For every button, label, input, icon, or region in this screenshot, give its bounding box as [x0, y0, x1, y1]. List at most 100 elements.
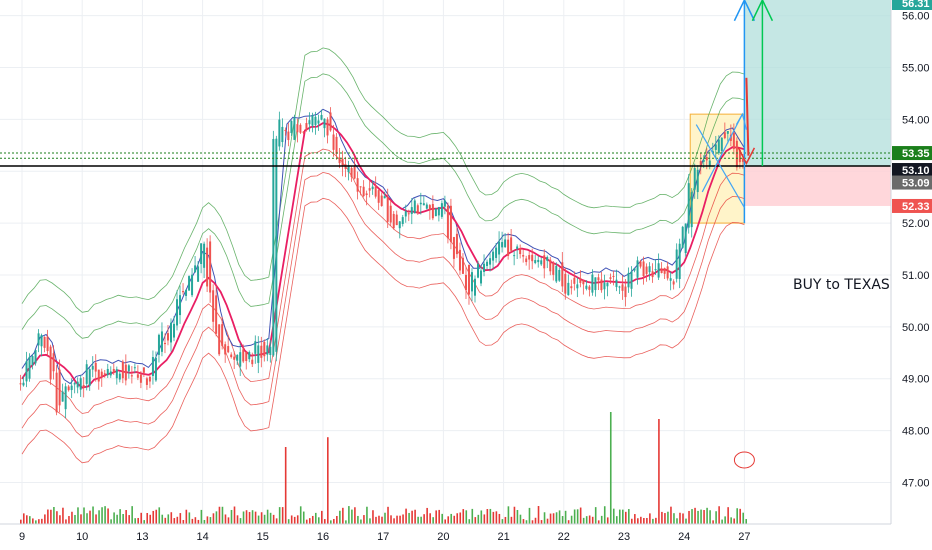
- time-axis[interactable]: 9 10 13 14 15 16 17 20 21 22 23 24 27: [0, 523, 891, 550]
- candle-body: [392, 213, 395, 229]
- candle-body: [386, 196, 389, 222]
- candle-body: [230, 354, 233, 358]
- volume-bars: [20, 412, 755, 524]
- candle-body: [687, 183, 690, 228]
- volume-bar: [29, 516, 31, 524]
- candle-body: [37, 333, 40, 346]
- volume-bar: [477, 514, 480, 524]
- candle-body: [669, 278, 672, 281]
- volume-bar: [59, 515, 61, 524]
- volume-bar: [549, 513, 552, 524]
- candle-body: [182, 291, 185, 293]
- candle-body: [338, 157, 341, 164]
- candle-body: [573, 277, 576, 284]
- volume-bar: [540, 520, 543, 524]
- candle-body: [498, 241, 501, 255]
- red-projection-line: [745, 77, 750, 156]
- candle-body: [594, 277, 597, 291]
- volume-bar: [396, 515, 398, 524]
- volume-bar: [730, 517, 732, 524]
- price-tag-label: 53.09: [902, 178, 930, 190]
- candle-body: [145, 378, 148, 385]
- candle-body: [395, 214, 398, 226]
- price-tick-label: 52.00: [902, 218, 930, 230]
- trend-line-blue: [701, 113, 743, 193]
- candle-body: [112, 368, 115, 373]
- candle-body: [133, 367, 136, 369]
- candle-body: [588, 286, 591, 290]
- candle-body: [28, 356, 31, 379]
- candle-body: [317, 120, 320, 124]
- candle-body: [522, 255, 525, 257]
- candle-body: [121, 361, 124, 379]
- volume-bar: [50, 509, 52, 524]
- candle-body: [362, 186, 365, 197]
- candle-body: [94, 362, 97, 372]
- price-tick-label: 54.00: [902, 114, 930, 126]
- volume-bar: [68, 516, 70, 524]
- volume-bar: [727, 507, 729, 524]
- volume-bar: [588, 515, 591, 524]
- candle-body: [109, 371, 112, 376]
- volume-bar: [471, 508, 474, 524]
- candle-body: [142, 367, 145, 373]
- volume-bar: [606, 517, 609, 524]
- volume-bar: [342, 507, 344, 524]
- volume-bar: [643, 518, 645, 524]
- candle-body: [708, 160, 711, 166]
- candle-body: [70, 385, 73, 391]
- volume-bar: [299, 506, 302, 524]
- volume-bar: [474, 517, 477, 524]
- volume-bar: [89, 510, 91, 524]
- volume-bar: [384, 512, 386, 524]
- volume-bar: [724, 516, 726, 524]
- candle-body: [91, 365, 94, 370]
- candle-body: [290, 120, 293, 134]
- volume-bar: [170, 512, 173, 524]
- candle-body: [115, 369, 118, 379]
- volume-bar: [351, 509, 353, 524]
- candle-body: [434, 208, 437, 217]
- time-tick-label: 15: [257, 531, 269, 543]
- volume-bar: [679, 512, 681, 524]
- time-tick-label: 13: [136, 531, 148, 543]
- candle-body: [467, 264, 470, 295]
- candle-body: [163, 342, 166, 345]
- volume-bar: [348, 506, 350, 524]
- volume-bar: [296, 515, 299, 524]
- volume-bar: [733, 518, 735, 524]
- candle-body: [166, 333, 169, 341]
- volume-bar: [278, 507, 281, 524]
- price-axis[interactable]: 56.0055.0054.0053.0052.0051.0050.0049.00…: [890, 0, 932, 550]
- moving-average-line: [21, 122, 745, 389]
- candle-body: [299, 124, 302, 133]
- volume-bar: [688, 510, 690, 524]
- candle-body: [67, 386, 70, 391]
- volume-bar: [62, 507, 64, 524]
- candle-body: [353, 166, 356, 179]
- candle-body: [558, 269, 561, 281]
- volume-bar: [188, 512, 191, 524]
- volume-bar: [480, 510, 483, 524]
- candle-body: [25, 361, 28, 382]
- candle-body: [40, 335, 43, 347]
- candle-body: [293, 117, 296, 140]
- candle-body: [323, 118, 326, 129]
- volume-bar: [330, 520, 332, 524]
- candle-body: [365, 193, 368, 196]
- candle-body: [88, 369, 91, 386]
- volume-bar: [260, 512, 263, 524]
- volume-bar: [468, 519, 471, 524]
- candle-body: [627, 272, 630, 288]
- candle-body: [696, 169, 699, 193]
- candle-body: [227, 346, 230, 353]
- candle-body: [585, 285, 588, 289]
- volume-bar: [221, 506, 224, 524]
- volume-bar: [399, 515, 401, 524]
- volume-bar: [531, 520, 534, 524]
- candle-body: [735, 140, 738, 168]
- volume-bar: [360, 519, 362, 524]
- volume-bar: [441, 513, 443, 524]
- volume-bar: [721, 519, 723, 524]
